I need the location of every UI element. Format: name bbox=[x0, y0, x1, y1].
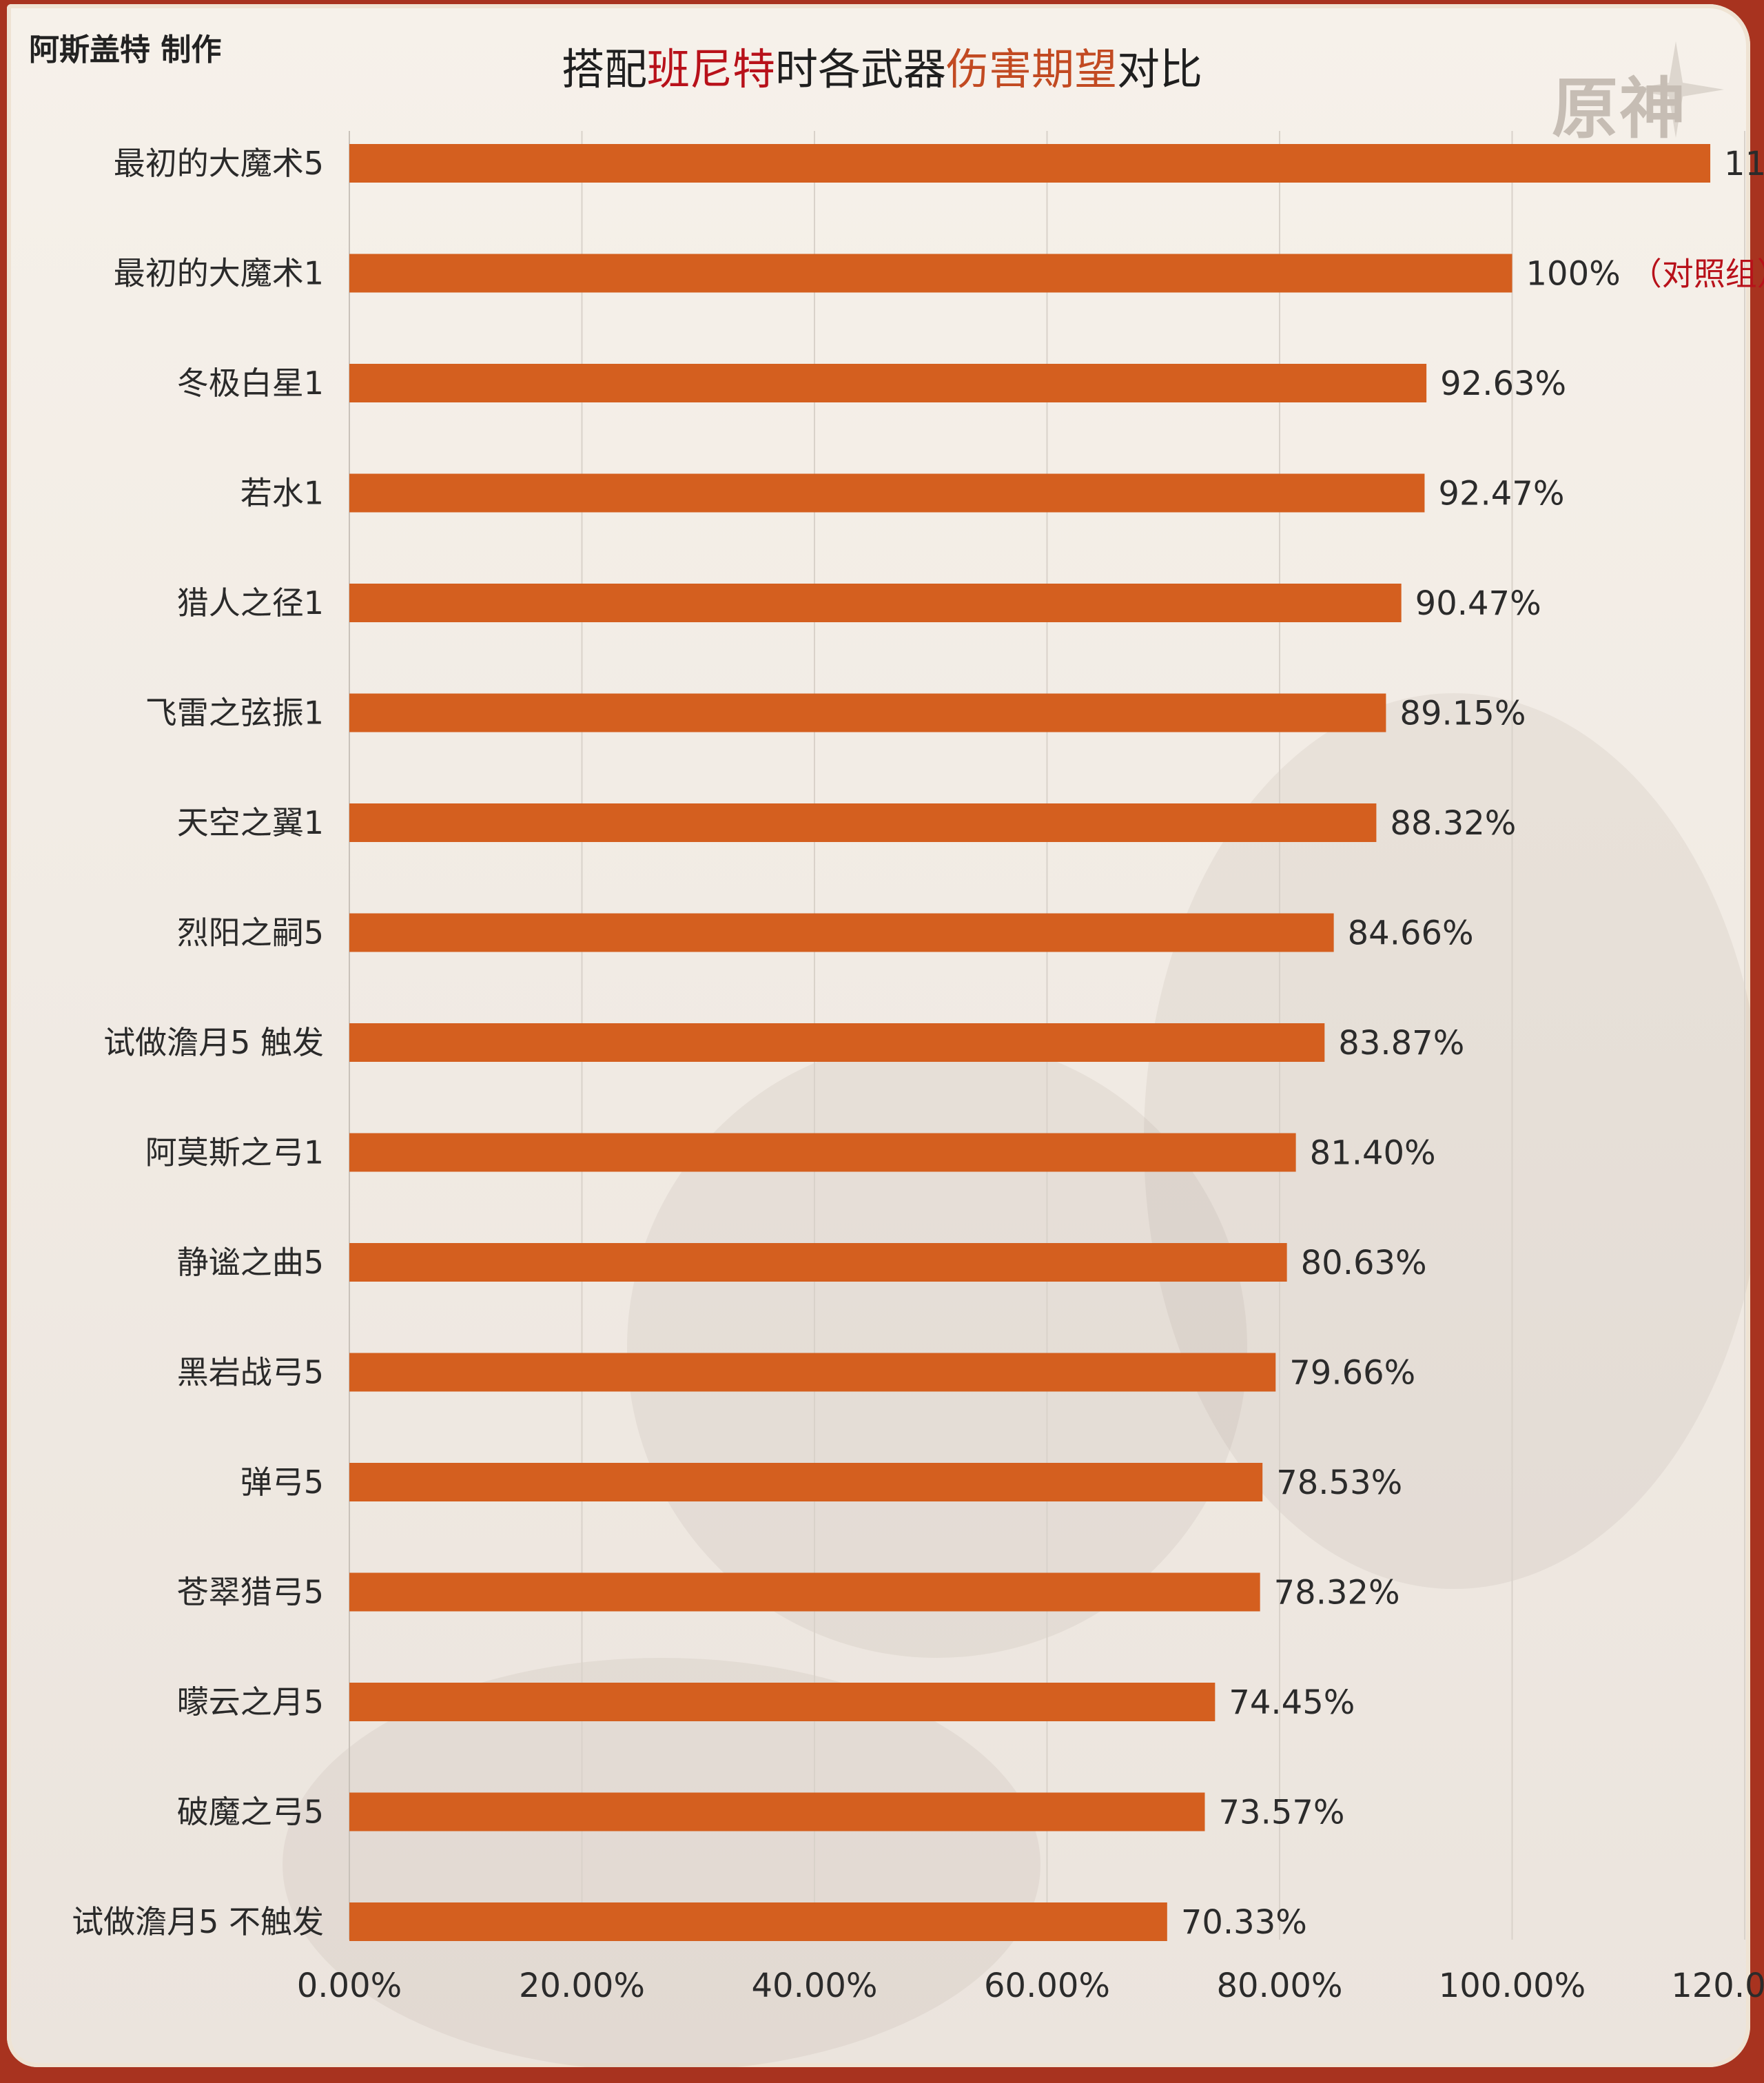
data-label: 80.63% bbox=[1301, 1244, 1427, 1282]
bar bbox=[349, 1023, 1325, 1062]
chart-background bbox=[7, 4, 1750, 2067]
category-label: 静谧之曲5 bbox=[177, 1244, 324, 1281]
data-label: 100% bbox=[1526, 255, 1621, 294]
data-label: 78.53% bbox=[1276, 1464, 1402, 1502]
category-label: 最初的大魔术1 bbox=[114, 255, 324, 292]
bar bbox=[349, 1463, 1263, 1501]
category-label: 烈阳之嗣5 bbox=[177, 914, 324, 952]
bar bbox=[349, 1792, 1205, 1831]
data-label: 70.33% bbox=[1181, 1903, 1307, 1942]
logo-star-icon bbox=[1628, 41, 1724, 138]
genshin-logo: 原神 bbox=[1538, 34, 1731, 147]
category-label: 最初的大魔术5 bbox=[114, 145, 324, 182]
bar bbox=[349, 364, 1427, 402]
bar bbox=[349, 1133, 1296, 1172]
category-label: 弹弓5 bbox=[240, 1464, 324, 1501]
category-label: 试做澹月5 不触发 bbox=[72, 1903, 324, 1940]
bar bbox=[349, 913, 1334, 952]
title-part-5: 对比 bbox=[1117, 44, 1203, 94]
x-tick-label: 20.00% bbox=[519, 1967, 645, 2005]
annotation-label: （对照组） bbox=[1630, 256, 1764, 293]
category-label: 曚云之月5 bbox=[177, 1683, 324, 1721]
bar bbox=[349, 1683, 1216, 1721]
author-credit: 阿斯盖特 制作 bbox=[29, 32, 222, 68]
x-tick-label: 80.00% bbox=[1216, 1967, 1342, 2005]
category-label: 天空之翼1 bbox=[177, 804, 324, 841]
title-part-4: 伤害期望 bbox=[946, 44, 1118, 94]
data-label: 81.40% bbox=[1310, 1134, 1436, 1173]
title-part-2: 班尼特 bbox=[646, 44, 775, 94]
category-label: 若水1 bbox=[240, 475, 324, 512]
data-label: 74.45% bbox=[1229, 1683, 1355, 1722]
bar bbox=[349, 693, 1386, 732]
category-label: 破魔之弓5 bbox=[177, 1794, 324, 1831]
bar bbox=[349, 254, 1512, 293]
bar bbox=[349, 1902, 1167, 1941]
data-label: 88.32% bbox=[1390, 804, 1516, 843]
logo-text: 原神 bbox=[1552, 70, 1687, 147]
bar bbox=[349, 584, 1402, 622]
data-label: 92.63% bbox=[1440, 365, 1566, 403]
data-label: 78.32% bbox=[1274, 1574, 1400, 1612]
category-label: 苍翠猎弓5 bbox=[177, 1574, 324, 1611]
bar bbox=[349, 803, 1377, 842]
x-tick-label: 100.00% bbox=[1439, 1967, 1586, 2005]
bar bbox=[349, 1353, 1276, 1392]
data-label: 117.04% bbox=[1724, 145, 1764, 183]
category-label: 冬极白星1 bbox=[177, 365, 324, 402]
title-part-3: 时各武器 bbox=[775, 44, 946, 94]
bar bbox=[349, 1572, 1260, 1612]
data-label: 89.15% bbox=[1399, 695, 1526, 733]
category-label: 阿莫斯之弓1 bbox=[145, 1134, 324, 1171]
bar bbox=[349, 473, 1425, 513]
background-artwork bbox=[283, 1658, 1040, 2067]
x-tick-label: 120.00% bbox=[1671, 1967, 1764, 2005]
data-label: 83.87% bbox=[1338, 1024, 1464, 1063]
x-tick-label: 0.00% bbox=[297, 1967, 402, 2005]
data-label: 79.66% bbox=[1289, 1354, 1415, 1393]
category-label: 飞雷之弦振1 bbox=[145, 695, 324, 732]
category-label: 试做澹月5 触发 bbox=[103, 1024, 324, 1061]
category-label: 黑岩战弓5 bbox=[177, 1354, 324, 1391]
title-part-1: 搭配 bbox=[561, 44, 647, 94]
category-label: 猎人之径1 bbox=[177, 584, 324, 622]
data-label: 73.57% bbox=[1218, 1794, 1344, 1832]
data-label: 92.47% bbox=[1438, 475, 1564, 513]
x-tick-label: 40.00% bbox=[751, 1967, 877, 2005]
bar bbox=[349, 144, 1711, 183]
bar bbox=[349, 1243, 1287, 1282]
chart-title: 搭配班尼特时各武器伤害期望对比 bbox=[0, 34, 1764, 96]
x-tick-label: 60.00% bbox=[984, 1967, 1110, 2005]
data-label: 84.66% bbox=[1348, 914, 1474, 953]
data-label: 90.47% bbox=[1415, 584, 1541, 623]
